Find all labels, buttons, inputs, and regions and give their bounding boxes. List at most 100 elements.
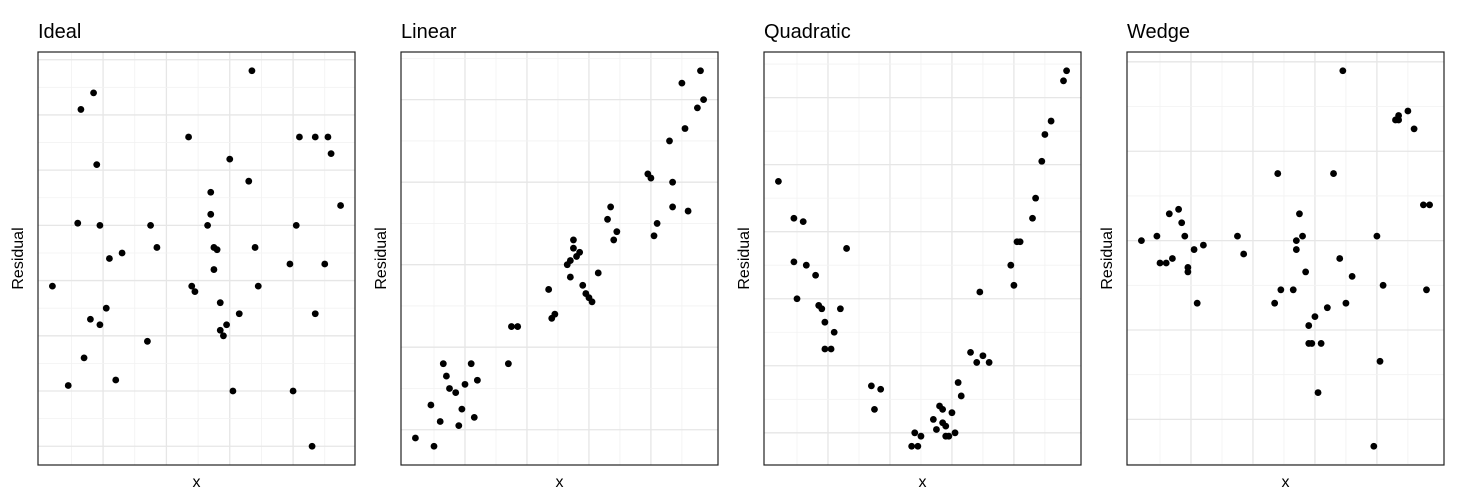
data-point [818,305,826,313]
panel-title: Linear [401,21,457,43]
data-point [49,282,56,290]
data-point [666,137,673,145]
data-point [1240,250,1248,258]
data-point [566,257,574,264]
data-point [337,202,344,209]
data-point [979,352,987,360]
data-point [843,245,850,252]
data-point [153,244,161,251]
data-point [604,215,611,223]
data-point [77,106,85,113]
data-point [669,178,677,186]
data-point [1047,117,1055,125]
data-point [251,244,259,251]
data-point [1336,255,1344,262]
data-point [570,244,577,252]
data-point [1370,442,1378,450]
data-point [1299,232,1306,240]
data-point [1323,304,1331,312]
data-point [594,269,602,277]
data-point [311,310,319,318]
data-point [1029,214,1036,222]
data-point [1308,340,1316,347]
data-point [697,67,704,75]
data-point [911,429,919,437]
data-point [551,310,559,318]
data-point [254,282,262,290]
data-point [588,298,596,306]
data-point [610,236,618,244]
data-point [867,382,875,390]
data-point [790,258,798,266]
data-point [607,203,615,211]
data-point [954,379,962,386]
data-point [64,382,72,389]
panel-linear: Linear x Residual [373,21,719,491]
data-point [1419,201,1427,209]
data-point [427,401,435,409]
data-point [1168,255,1176,262]
data-point [102,304,110,312]
data-point [470,413,478,421]
data-point [442,372,450,380]
data-point [942,422,950,430]
data-point [802,261,810,269]
data-point [216,326,224,334]
data-point [914,442,922,450]
data-point [775,177,782,185]
data-point [446,385,453,392]
panel-frame [763,51,1082,466]
data-point [939,405,947,413]
panel-frame [1126,51,1445,466]
data-point [514,323,522,330]
data-point [1016,238,1024,246]
data-point [799,218,807,226]
data-point [504,360,512,368]
data-point [684,207,692,215]
data-point [1162,259,1170,267]
data-point [1190,246,1198,253]
data-point [579,281,587,289]
data-point [821,345,829,353]
data-point [877,385,885,393]
data-point [669,203,677,211]
data-point [467,360,475,368]
data-point [1376,357,1384,365]
data-point [1060,77,1067,85]
panel-frame [400,51,719,466]
data-point [87,315,94,323]
panel-title: Wedge [1127,21,1190,43]
data-point [678,79,686,87]
data-point [945,432,953,440]
data-point [1311,313,1319,321]
panel-frame [37,51,356,466]
data-point [144,337,151,345]
data-point [650,232,658,240]
data-point [647,174,655,182]
data-point [929,416,937,423]
x-axis-label: x [556,474,564,491]
data-point [473,376,481,384]
data-point [836,305,844,313]
data-point [1063,67,1070,75]
x-axis-label: x [193,474,201,491]
data-point [508,323,515,330]
data-point [455,422,463,429]
data-point [1007,261,1015,269]
y-axis-label: Residual [1099,227,1116,289]
data-point [1314,389,1322,396]
y-axis-label: Residual [736,227,753,289]
x-axis-label: x [919,474,927,491]
data-point [1426,201,1433,209]
data-point [1181,232,1189,240]
data-point [188,282,196,290]
data-point [948,409,956,417]
data-point [327,150,335,157]
data-point [311,133,319,141]
data-point [812,271,819,279]
data-point [223,321,230,329]
data-point [1041,131,1049,138]
data-point [93,161,101,169]
data-point [976,288,984,296]
